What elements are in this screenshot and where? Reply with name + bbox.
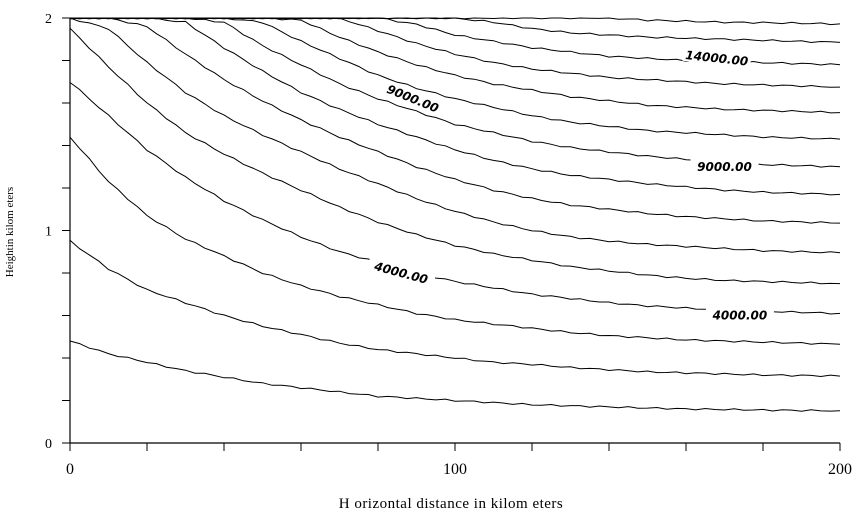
contour-line: [69, 17, 841, 196]
contour-labels: 14000.00 9000.00 9000.00 4000.00 4000.00: [366, 46, 774, 323]
x-tick-label: 200: [828, 461, 852, 478]
contour-label: 14000.00: [685, 48, 749, 69]
contour-line: [69, 340, 841, 412]
contour-line: [69, 136, 841, 345]
contour-label: 9000.00: [697, 160, 752, 174]
x-axis-title: H orizontal distance in kilom eters: [339, 496, 564, 512]
contour-label-bg: [366, 256, 437, 288]
contour-label-group: 14000.00: [682, 46, 752, 69]
contour-line: [69, 17, 841, 224]
contour-lines: [69, 17, 841, 412]
contour-label-group: 9000.00: [690, 158, 759, 174]
contour-line: [69, 17, 841, 26]
contour-label-bg: [705, 307, 774, 322]
contour-line: [69, 27, 841, 285]
y-tick-label: 2: [45, 12, 52, 27]
contour-label-group: 4000.00: [705, 307, 774, 323]
y-axis-title: Heightin kilom eters: [4, 187, 16, 277]
contour-label: 4000.00: [372, 259, 429, 287]
contour-label-group: 4000.00: [366, 256, 437, 288]
plot-frame: [69, 18, 840, 444]
y-axis: 0 1 2: [45, 12, 70, 452]
contour-label: 4000.00: [712, 309, 768, 323]
x-axis: 0 100 200: [66, 443, 852, 478]
contour-label-bg: [378, 78, 448, 118]
x-tick-label: 100: [443, 461, 467, 478]
contour-label-bg: [690, 158, 759, 173]
y-tick-label: 1: [45, 225, 52, 240]
x-tick-label: 0: [66, 461, 74, 478]
contour-line: [69, 82, 841, 315]
contour-line: [69, 17, 841, 254]
contour-line: [69, 239, 841, 378]
contour-label-bg: [682, 46, 752, 68]
y-tick-label: 0: [45, 437, 52, 452]
contour-label-group: 9000.00: [378, 78, 448, 118]
contour-line: [69, 17, 841, 140]
